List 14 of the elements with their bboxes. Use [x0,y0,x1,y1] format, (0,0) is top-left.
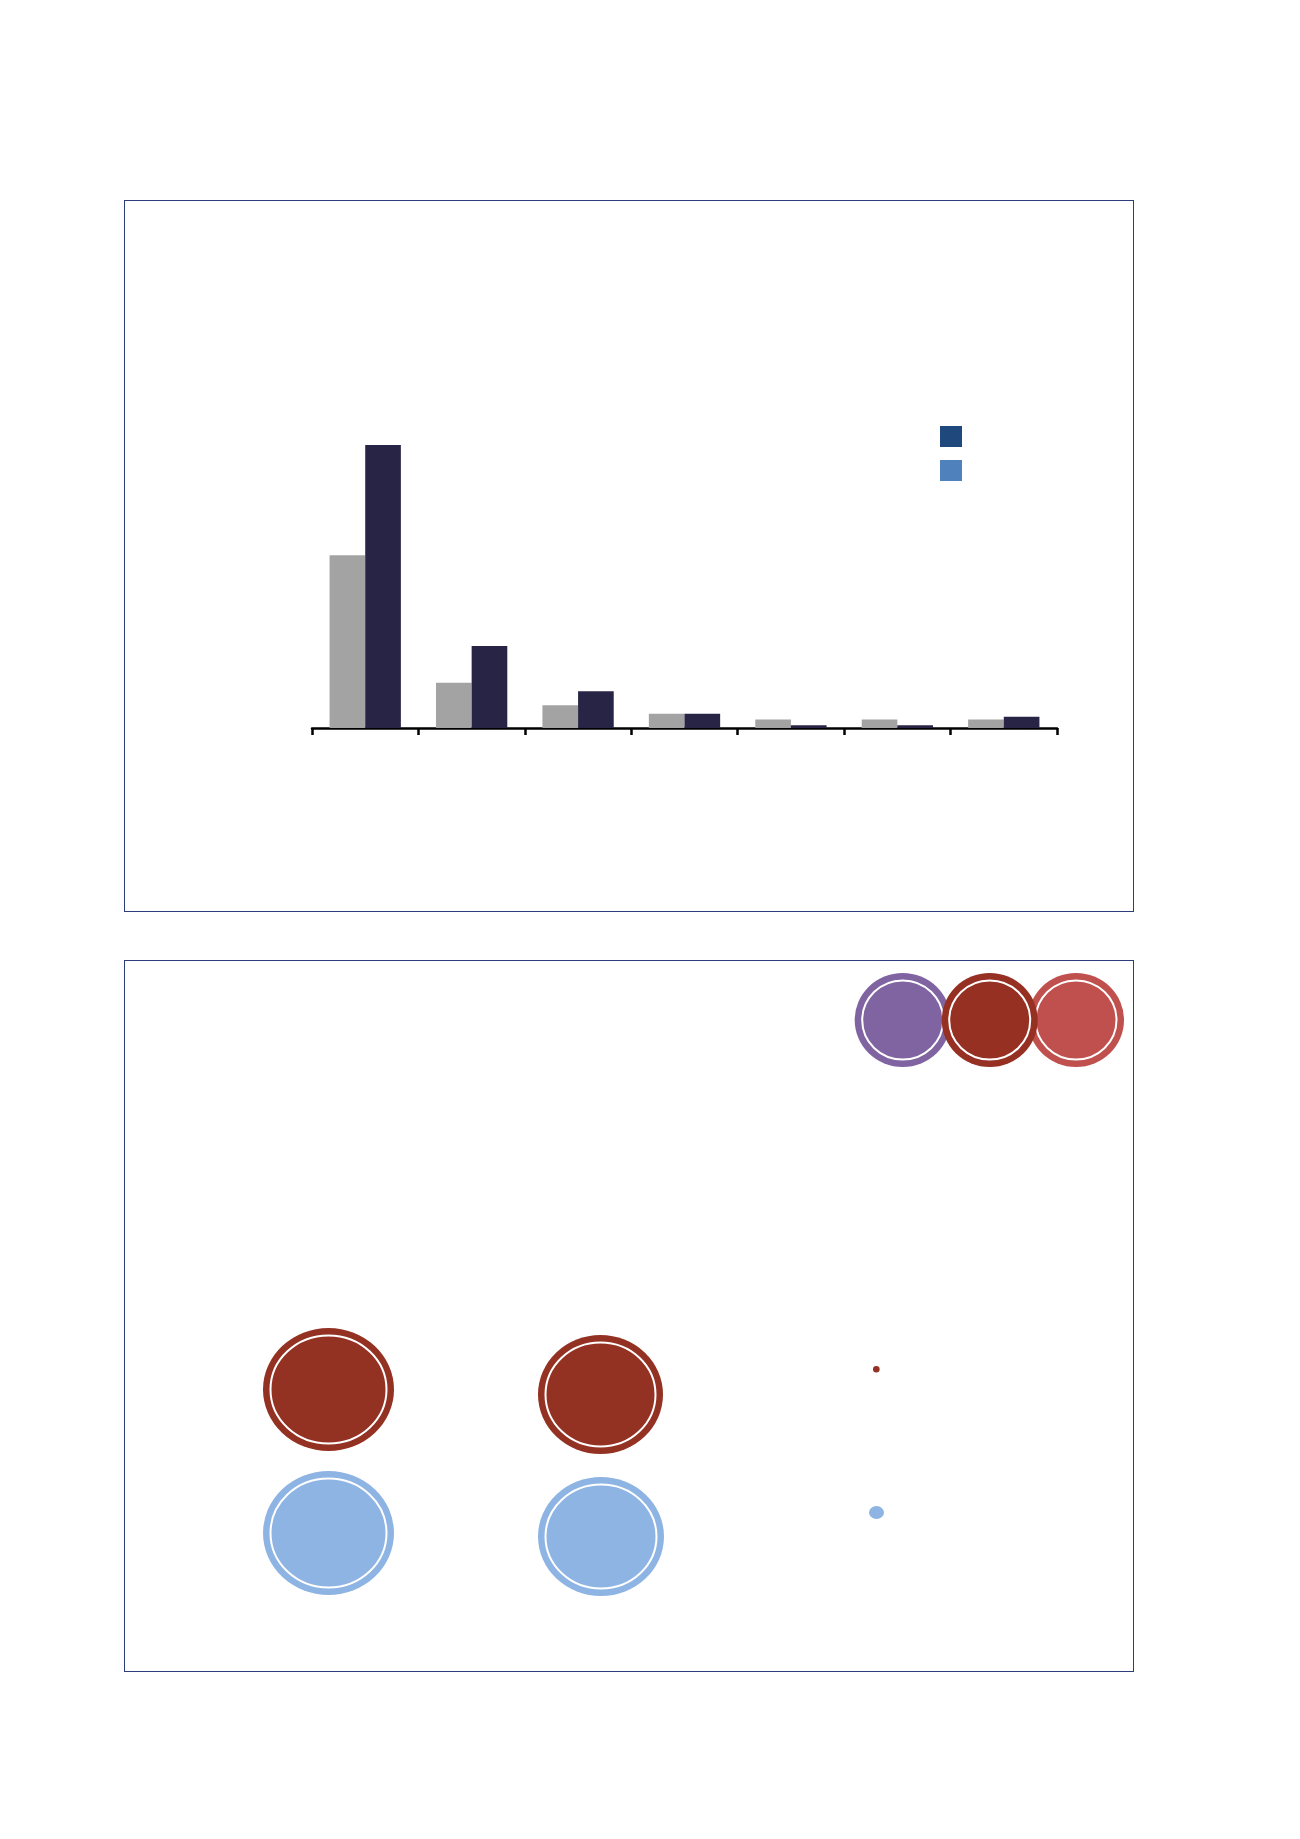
bar [365,445,401,728]
bar [968,719,1004,728]
bar [329,555,366,728]
bar [542,705,579,728]
bar [790,725,827,728]
bar [897,725,934,728]
bar [471,645,508,728]
bar [684,713,721,728]
bar [861,719,898,728]
bar [435,682,472,728]
bar [755,719,791,728]
bar [648,713,685,728]
bar [1003,716,1040,728]
bar [578,691,614,728]
